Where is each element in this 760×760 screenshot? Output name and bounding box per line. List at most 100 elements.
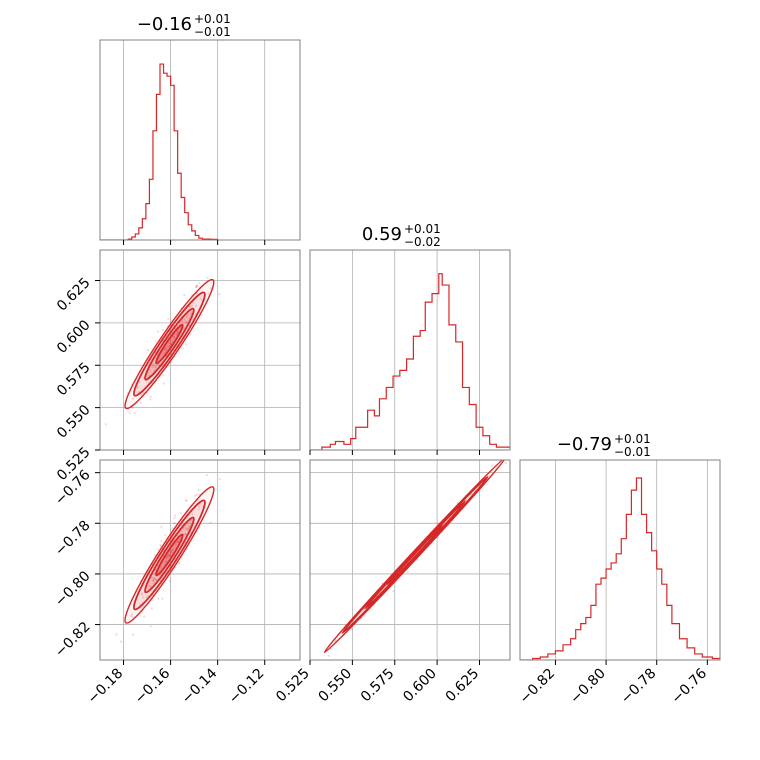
scatter-point (166, 554, 169, 557)
histogram-0-frame (99, 39, 301, 241)
scatter-point (163, 351, 166, 354)
histogram-1-grid (351, 250, 480, 450)
scatter-point (189, 333, 192, 336)
y-tick-label: 0.600 (54, 317, 94, 357)
scatter-point (156, 548, 159, 551)
scatter-point (194, 304, 198, 307)
scatter-point (160, 525, 163, 528)
scatter-point (177, 561, 181, 565)
scatter-point (154, 340, 157, 343)
x-tick-label: 0.550 (316, 666, 356, 706)
scatter-point (195, 493, 198, 496)
scatter-point (176, 540, 180, 543)
scatter-point (195, 284, 199, 287)
title-param-1: 0.59 +0.01−0.02 (362, 222, 441, 249)
scatter-point (131, 633, 135, 636)
scatter-point (176, 332, 179, 335)
scatter-point (392, 590, 395, 593)
scatter-point (128, 411, 131, 414)
scatter-point (218, 293, 221, 296)
scatter-0-2-grid (100, 460, 300, 660)
y-tick-label: −0.80 (52, 568, 94, 610)
scatter-point (169, 555, 172, 558)
scatter-point (534, 422, 536, 424)
scatter-point (138, 603, 142, 606)
scatter-point (136, 391, 140, 394)
histogram-1-step (310, 273, 510, 450)
histogram-0-step (100, 63, 219, 240)
scatter-point (174, 543, 177, 546)
scatter-point (184, 321, 188, 324)
scatter-point (145, 596, 148, 599)
scatter-point (406, 570, 409, 573)
x-tick-label: −0.14 (179, 665, 221, 707)
scatter-point (153, 365, 156, 368)
scatter-point (437, 536, 440, 539)
scatter-point (198, 281, 201, 285)
scatter-point (156, 330, 159, 333)
scatter-point (140, 592, 143, 595)
scatter-point (167, 341, 171, 345)
scatter-point (188, 525, 191, 528)
scatter-point (136, 385, 139, 388)
histogram-1-frame (309, 249, 511, 451)
scatter-point (167, 553, 170, 556)
scatter-0-1-frame (99, 249, 301, 451)
title-main: 0.59 (362, 224, 402, 245)
scatter-point (133, 411, 136, 415)
scatter-point (164, 347, 167, 350)
scatter-point (209, 521, 212, 524)
scatter-point (149, 584, 152, 588)
scatter-point (154, 579, 157, 582)
scatter-point (180, 556, 184, 559)
scatter-point (115, 633, 118, 636)
scatter-point (146, 594, 149, 597)
scatter-point (219, 478, 222, 481)
scatter-point (504, 461, 507, 464)
density-contour (124, 278, 215, 410)
scatter-point (188, 305, 191, 308)
scatter-point (173, 336, 176, 339)
scatter-point (183, 293, 186, 296)
scatter-point (165, 560, 168, 563)
scatter-point (327, 654, 330, 657)
scatter-point (198, 526, 201, 530)
scatter-point (165, 556, 168, 559)
scatter-point (184, 532, 187, 536)
scatter-point (350, 628, 353, 631)
y-tick-label: −0.78 (52, 518, 94, 560)
scatter-point (168, 580, 172, 583)
scatter-point (176, 540, 179, 544)
scatter-point (171, 527, 174, 530)
scatter-point (168, 553, 171, 557)
scatter-point (170, 549, 173, 552)
scatter-point (334, 639, 337, 642)
title-sup: +0.01 (614, 432, 651, 446)
scatter-point (167, 317, 170, 320)
scatter-point (190, 518, 193, 522)
x-tick-label: 0.525 (273, 666, 313, 706)
scatter-point (197, 508, 200, 511)
title-param-2: −0.79 +0.01−0.01 (557, 432, 651, 459)
scatter-point (146, 348, 150, 352)
scatter-point (184, 499, 187, 502)
scatter-point (162, 382, 165, 385)
scatter-point (506, 453, 508, 455)
scatter-point (191, 512, 194, 516)
scatter-point (199, 297, 202, 300)
title-main: −0.79 (557, 434, 612, 455)
scatter-point (148, 368, 151, 371)
scatter-point (157, 597, 160, 600)
scatter-point (190, 305, 193, 308)
title-sub: −0.01 (614, 445, 651, 459)
scatter-point (491, 464, 494, 467)
scatter-point (152, 578, 155, 581)
scatter-point (164, 556, 167, 560)
scatter-0-1-grid (100, 250, 300, 450)
scatter-point (104, 423, 107, 426)
density-contour (133, 291, 206, 397)
scatter-point (167, 554, 171, 557)
histogram-2-grid (555, 460, 708, 660)
histogram-2-frame (519, 459, 721, 661)
scatter-point (161, 597, 164, 600)
